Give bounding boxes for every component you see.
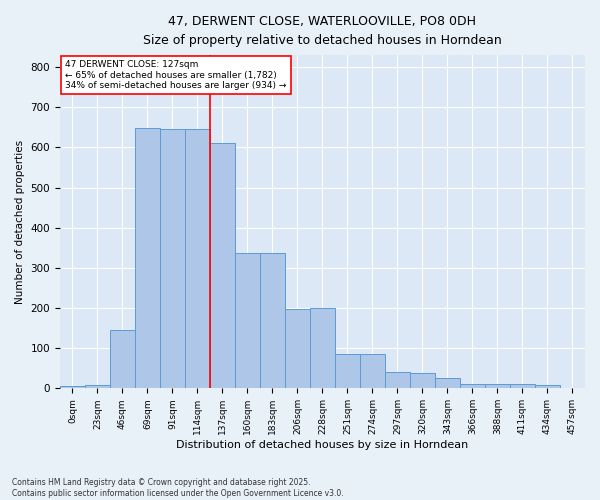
Bar bbox=[435, 378, 460, 388]
Bar bbox=[360, 354, 385, 388]
Bar bbox=[160, 128, 185, 388]
Bar bbox=[410, 373, 435, 388]
Title: 47, DERWENT CLOSE, WATERLOOVILLE, PO8 0DH
Size of property relative to detached : 47, DERWENT CLOSE, WATERLOOVILLE, PO8 0D… bbox=[143, 15, 502, 47]
Text: 47 DERWENT CLOSE: 127sqm
← 65% of detached houses are smaller (1,782)
34% of sem: 47 DERWENT CLOSE: 127sqm ← 65% of detach… bbox=[65, 60, 287, 90]
Bar bbox=[460, 384, 485, 388]
Bar bbox=[110, 330, 135, 388]
Bar bbox=[60, 386, 85, 388]
Bar bbox=[335, 354, 360, 388]
X-axis label: Distribution of detached houses by size in Horndean: Distribution of detached houses by size … bbox=[176, 440, 469, 450]
Bar bbox=[135, 128, 160, 388]
Bar bbox=[185, 130, 210, 388]
Text: Contains HM Land Registry data © Crown copyright and database right 2025.
Contai: Contains HM Land Registry data © Crown c… bbox=[12, 478, 344, 498]
Bar bbox=[85, 385, 110, 388]
Bar bbox=[210, 142, 235, 388]
Y-axis label: Number of detached properties: Number of detached properties bbox=[15, 140, 25, 304]
Bar bbox=[535, 385, 560, 388]
Bar bbox=[485, 384, 510, 388]
Bar bbox=[385, 372, 410, 388]
Bar bbox=[310, 308, 335, 388]
Bar bbox=[510, 384, 535, 388]
Bar bbox=[235, 253, 260, 388]
Bar bbox=[260, 253, 285, 388]
Bar bbox=[285, 309, 310, 388]
